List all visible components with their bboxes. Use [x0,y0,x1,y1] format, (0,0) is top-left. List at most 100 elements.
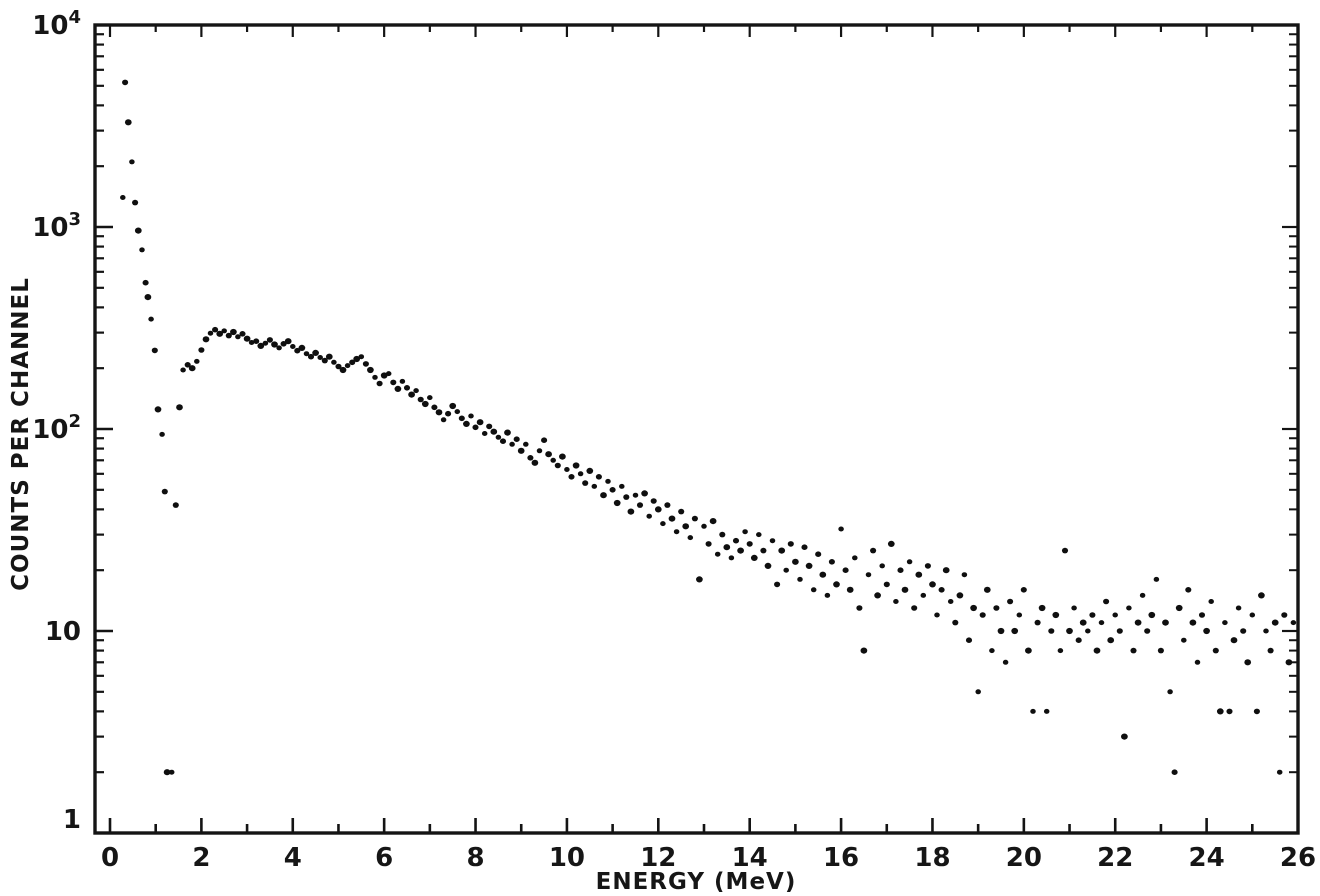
data-point [874,592,881,599]
data-point [536,448,543,454]
data-point [550,457,556,463]
data-point [682,523,690,530]
data-point [792,558,799,565]
data-point [687,535,694,541]
data-point [846,586,854,593]
data-point [1208,599,1214,604]
data-point [262,340,269,346]
data-point [1034,619,1041,626]
data-point [230,328,237,336]
data-point [797,576,803,582]
data-point [860,647,868,654]
data-point [975,689,981,695]
data-point [468,413,474,419]
data-point [349,359,356,366]
data-point [148,316,154,322]
data-point [235,334,241,340]
x-tick-label: 26 [1280,843,1316,873]
y-tick-label: 1 [63,805,81,835]
data-point [122,79,129,86]
data-point [490,428,498,435]
data-point [154,406,162,413]
data-point [911,605,918,611]
x-tick-label: 18 [914,843,950,873]
data-point [176,404,183,411]
data-point [938,587,945,593]
data-point [627,508,635,515]
data-point [335,363,342,370]
data-point [810,587,817,593]
data-point [253,338,260,345]
data-point [390,379,397,386]
data-point [1121,733,1128,740]
data-point [1244,659,1252,666]
data-point [1222,620,1228,626]
x-tick-label: 20 [1006,843,1042,873]
data-point [605,478,611,484]
data-point [1048,628,1055,634]
data-point [1112,612,1118,618]
data-point [358,354,365,360]
data-point [828,559,835,565]
data-point [1290,620,1297,626]
data-point [513,436,520,443]
data-point [266,337,273,343]
data-point [1267,647,1274,654]
data-point [668,515,676,522]
data-point [312,349,319,356]
data-point [413,388,419,394]
data-point [1093,647,1101,654]
data-point [431,404,438,411]
data-point [243,335,251,342]
data-point [870,547,877,554]
data-point [1066,627,1073,635]
data-point [1230,637,1238,644]
data-point [476,419,484,426]
data-point [1157,647,1164,654]
data-point [815,551,822,557]
data-point [1171,769,1178,775]
data-point [151,347,158,354]
data-point [445,410,452,417]
data-point [1130,647,1137,654]
data-point [660,521,666,527]
data-point [545,451,552,458]
data-point [339,366,347,374]
data-point [619,483,625,489]
data-point [1235,605,1242,611]
data-point [376,380,383,387]
data-point [1103,598,1110,605]
data-point [961,572,968,578]
data-point [983,586,991,593]
data-point [1162,619,1169,626]
data-point [517,447,525,454]
data-point [591,483,598,489]
data-point [276,345,282,351]
data-point [1175,604,1183,612]
data-point [1116,628,1123,634]
data-point [559,453,566,460]
data-point [408,391,415,398]
data-point [929,581,936,588]
data-point [362,361,369,367]
data-point [564,467,570,472]
data-point [1139,592,1146,598]
data-point [463,420,470,427]
data-point [774,581,781,588]
data-point [750,554,758,562]
data-point [970,604,977,612]
data-point [833,581,840,588]
data-point [385,371,392,377]
data-point [212,326,219,333]
data-point [1007,598,1014,605]
data-points [120,79,1297,776]
data-point [934,612,940,618]
data-point [194,358,200,364]
data-point [756,532,762,538]
data-point [188,365,196,372]
data-point [221,328,227,334]
data-point [298,344,306,351]
data-point [399,378,406,384]
data-point [701,523,707,529]
